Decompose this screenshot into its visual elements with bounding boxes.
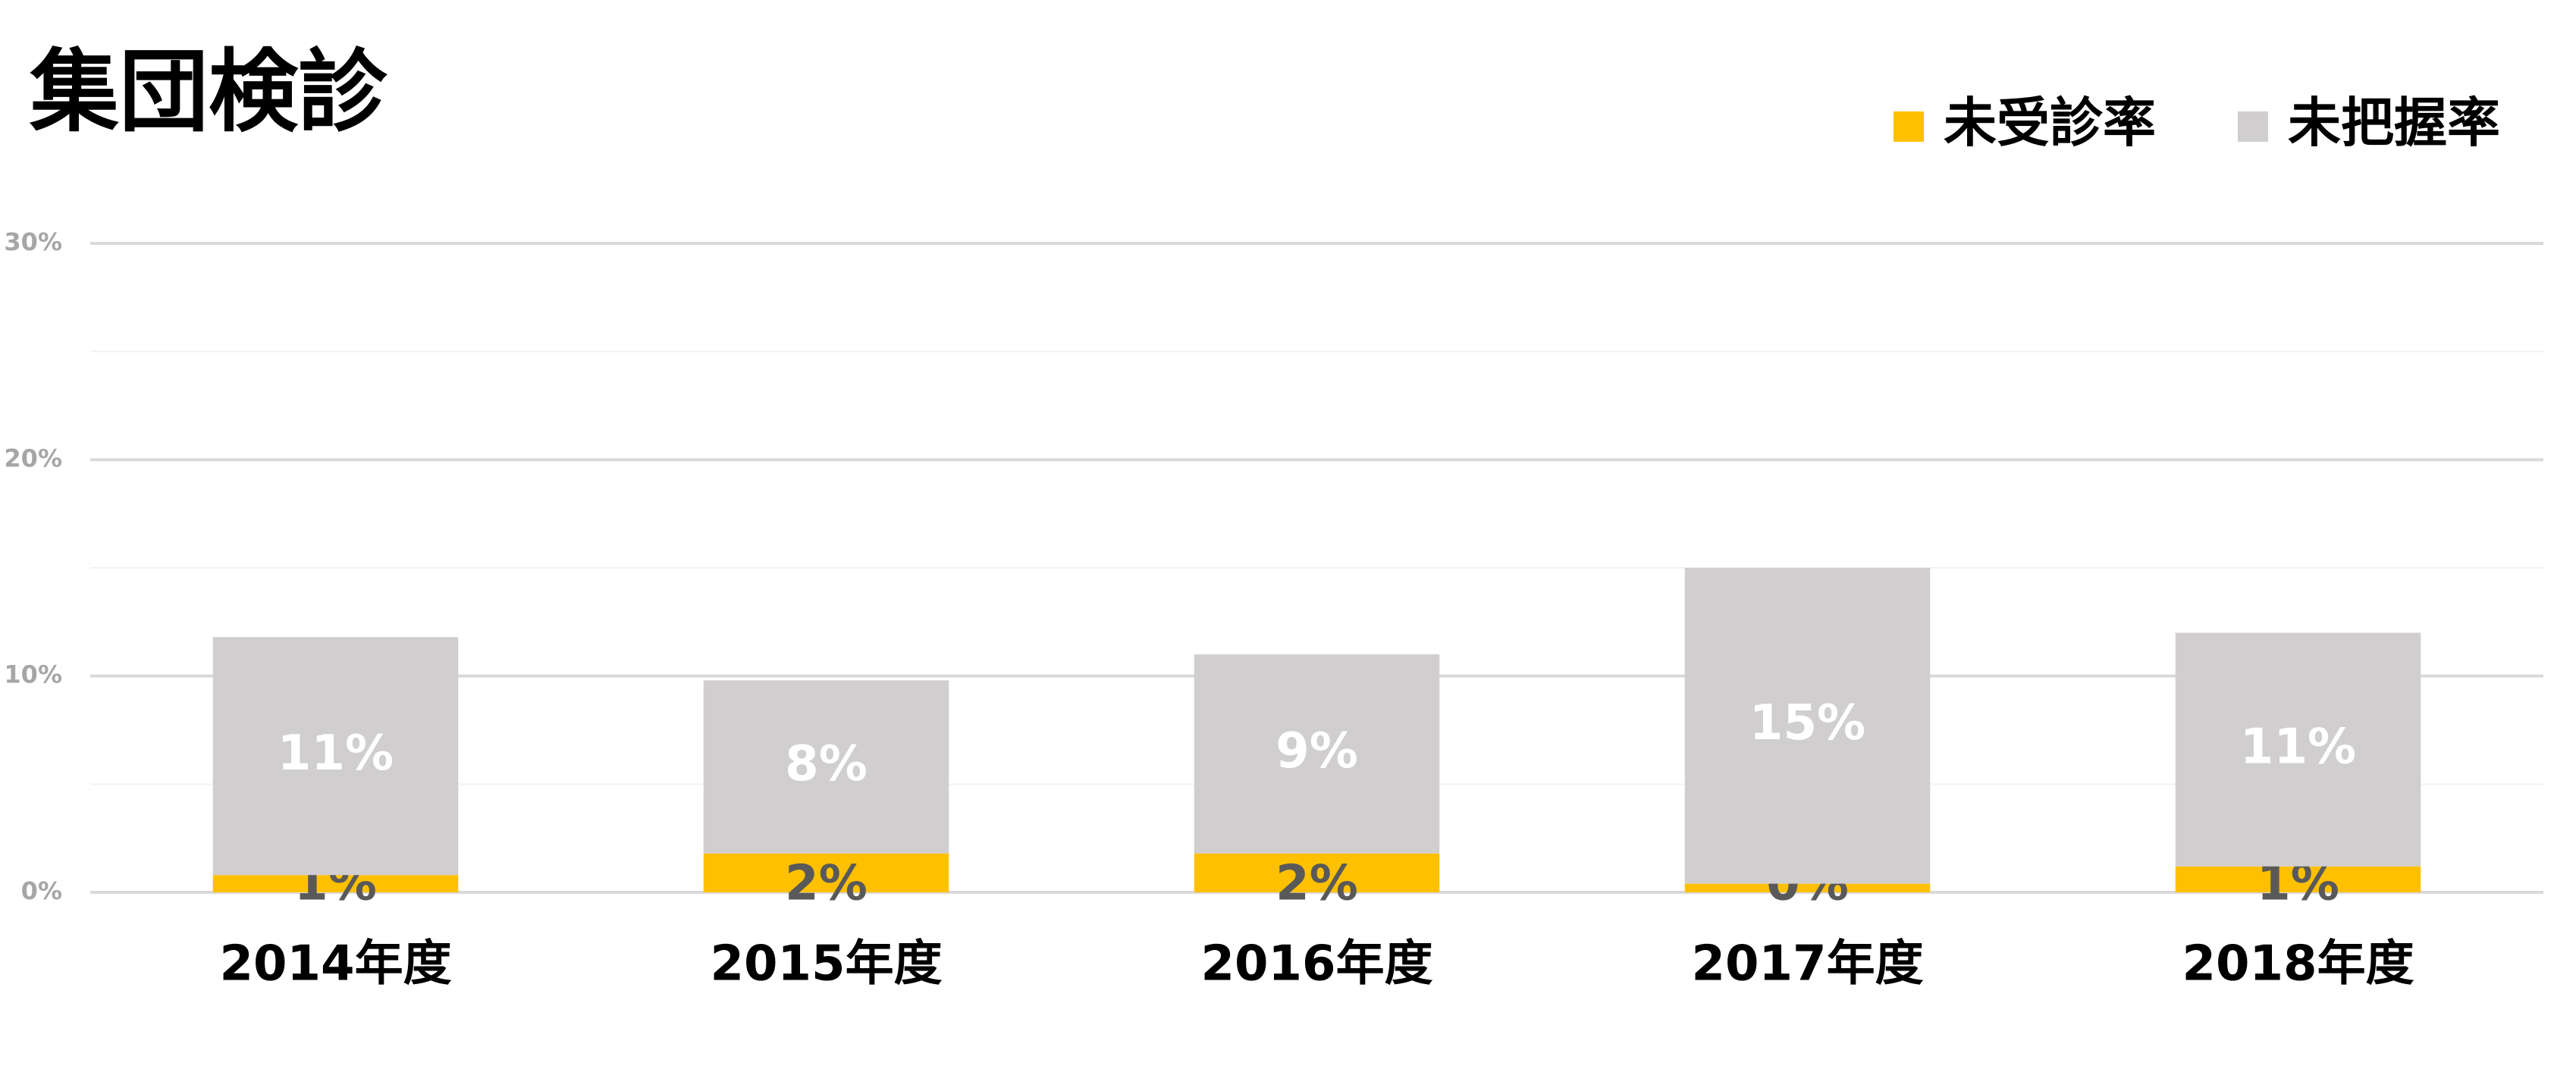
legend-label: 未把握率 [2288, 92, 2500, 154]
bar-segment [1194, 853, 1440, 892]
bar-segment [703, 680, 949, 854]
bar-segment [212, 875, 459, 892]
bar-segment [1684, 568, 1931, 884]
data-label: 2% [1275, 856, 1358, 912]
bar-segment [2175, 866, 2421, 892]
bar-segment [2175, 632, 2421, 867]
legend-swatch [2238, 111, 2268, 142]
bar-segment [703, 853, 949, 892]
y-tick-label: 0% [21, 876, 62, 905]
y-tick-label: 20% [4, 444, 62, 472]
x-tick-label: 2015年度 [710, 936, 942, 992]
legend-swatch [1894, 111, 1924, 142]
data-label: 9% [1275, 723, 1358, 779]
bar-segment [1684, 883, 1931, 892]
y-tick-label: 30% [4, 227, 62, 256]
x-tick-label: 2018年度 [2182, 936, 2414, 992]
chart-title: 集団検診 [29, 39, 388, 144]
y-tick-label: 10% [4, 660, 62, 689]
bar-segment [212, 637, 459, 876]
data-label: 8% [785, 736, 868, 792]
legend-label: 未受診率 [1944, 92, 2156, 154]
x-tick-label: 2017年度 [1691, 936, 1923, 992]
x-tick-label: 2014年度 [219, 936, 451, 992]
bar-segment [1194, 654, 1440, 854]
data-label: 15% [1749, 695, 1865, 751]
data-label: 2% [785, 856, 868, 912]
data-label: 11% [278, 726, 394, 782]
data-label: 11% [2240, 719, 2356, 775]
x-tick-label: 2016年度 [1200, 936, 1432, 992]
